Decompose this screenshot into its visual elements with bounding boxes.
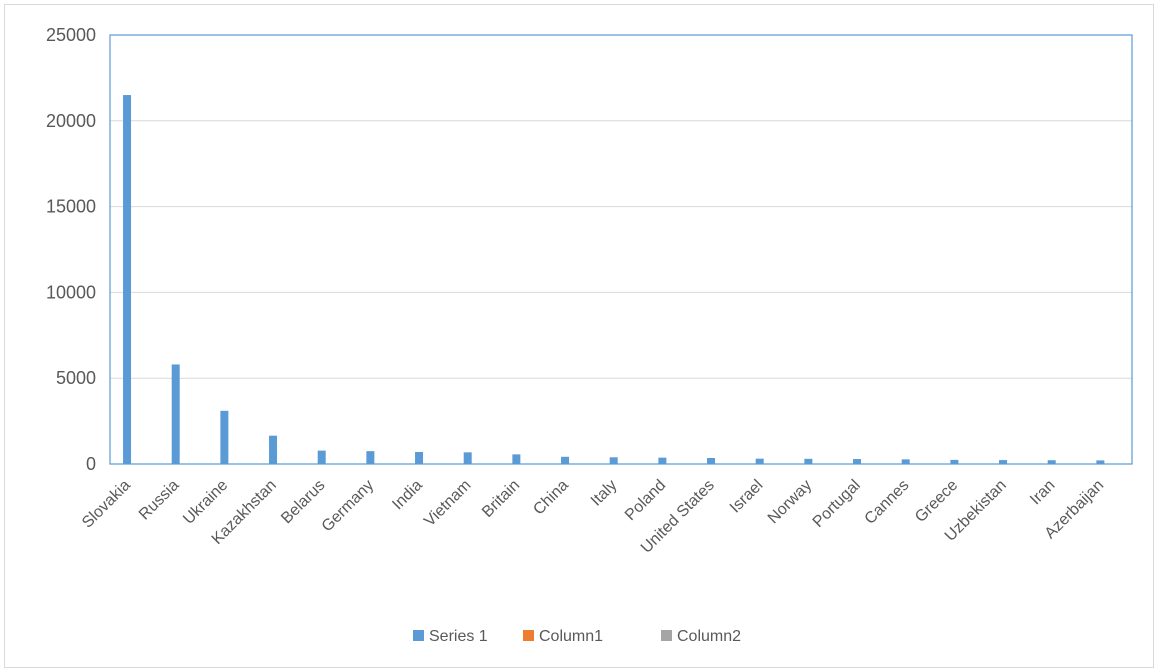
- x-tick-label: Iran: [1027, 477, 1059, 509]
- plot-area: [109, 34, 1133, 465]
- y-axis-ticks: 0 5000 10000 15000 20000 25000: [46, 25, 96, 474]
- legend-label: Column1: [539, 628, 603, 645]
- y-tick-label: 5000: [56, 368, 96, 388]
- legend-label: Column2: [677, 628, 741, 645]
- bar: [658, 457, 667, 464]
- bar: [220, 410, 229, 464]
- x-tick-label: Vietnam: [421, 477, 474, 530]
- bar: [707, 457, 716, 464]
- x-tick-label: Israel: [727, 477, 767, 517]
- y-tick-label: 15000: [46, 197, 96, 217]
- bar: [950, 459, 959, 464]
- x-tick-label: Poland: [622, 477, 669, 524]
- bar: [366, 451, 375, 464]
- bars: [123, 95, 1105, 464]
- bar: [901, 459, 910, 464]
- x-tick-label: Italy: [588, 477, 621, 510]
- x-tick-label: Russia: [136, 477, 183, 524]
- x-tick-label: Cannes: [862, 477, 913, 528]
- bar: [1047, 460, 1056, 464]
- legend-swatch: [523, 630, 534, 641]
- bar: [804, 458, 813, 464]
- bar: [755, 458, 764, 464]
- x-tick-label: Greece: [912, 477, 961, 526]
- x-tick-label: Germany: [319, 477, 378, 536]
- x-tick-label: Britain: [479, 477, 523, 521]
- y-tick-label: 25000: [46, 25, 96, 45]
- bar: [853, 459, 862, 464]
- y-tick-label: 10000: [46, 282, 96, 302]
- gridlines: [110, 34, 1132, 465]
- bar: [171, 364, 180, 464]
- bar: [123, 95, 132, 464]
- bar: [269, 435, 278, 464]
- bar: [415, 451, 424, 464]
- bar: [561, 456, 570, 464]
- x-tick-label: Portugal: [810, 477, 864, 531]
- x-tick-label: India: [389, 477, 426, 514]
- legend: Series 1 Column1 Column2: [413, 628, 741, 645]
- bar: [512, 454, 521, 464]
- legend-label: Series 1: [429, 628, 488, 645]
- bar: [317, 450, 326, 464]
- legend-swatch: [413, 630, 424, 641]
- bar: [999, 460, 1008, 464]
- y-tick-label: 20000: [46, 111, 96, 131]
- x-tick-label: China: [530, 477, 572, 519]
- x-tick-label: Slovakia: [79, 477, 134, 532]
- y-tick-label: 0: [86, 454, 96, 474]
- x-axis-ticks: Slovakia RussiaUkraineKazakhstanBelarusGe…: [79, 477, 1107, 557]
- x-tick-label: Norway: [765, 477, 815, 527]
- bar: [1096, 460, 1105, 464]
- legend-swatch: [661, 630, 672, 641]
- bar: [463, 452, 472, 464]
- chart-frame: [4, 4, 1154, 668]
- bar: [609, 457, 618, 464]
